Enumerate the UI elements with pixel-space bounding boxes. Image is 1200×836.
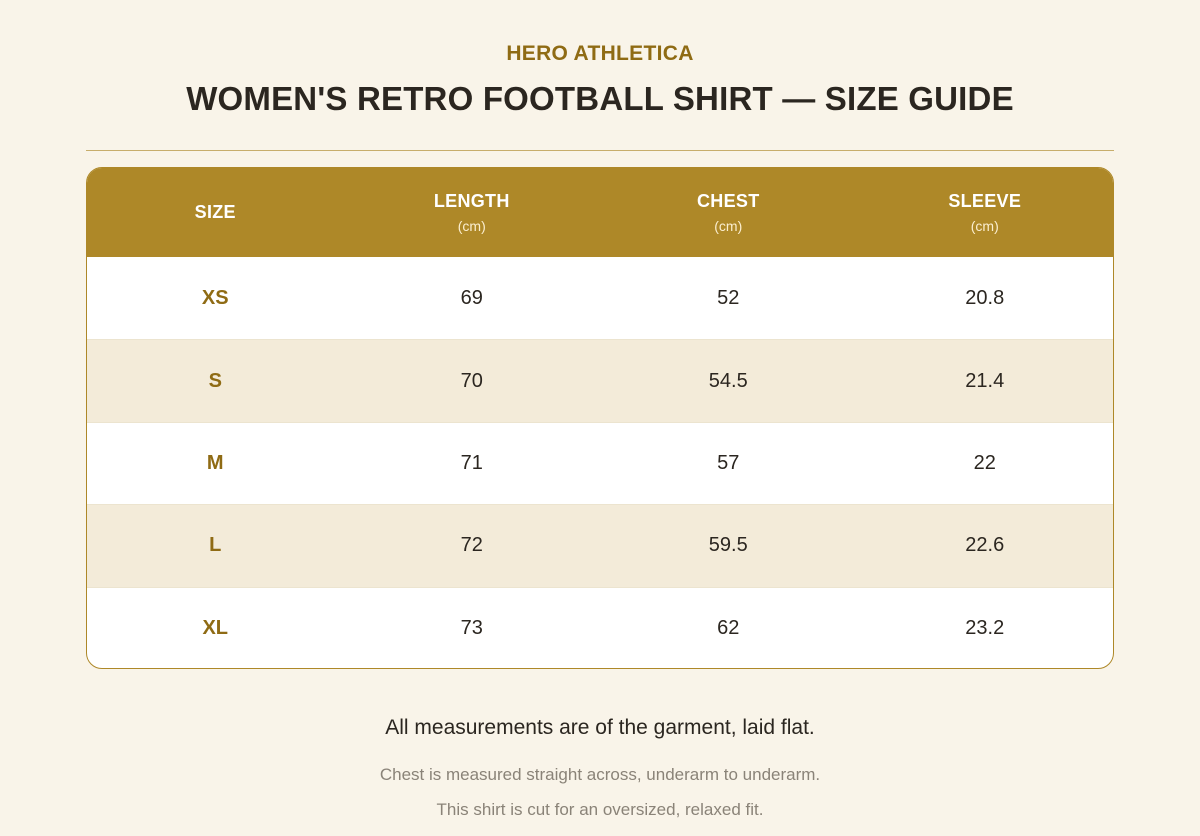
chest-note: Chest is measured straight across, under… (379, 765, 821, 784)
length-cell: 70 (460, 369, 483, 392)
column-header-chest: CHEST (cm) (600, 191, 857, 234)
column-header-size: SIZE (87, 202, 344, 223)
column-header-unit: (cm) (457, 218, 486, 234)
column-header-length: LENGTH (cm) (344, 191, 601, 234)
column-header-unit: (cm) (714, 218, 743, 234)
chest-cell: 59.5 (708, 534, 748, 557)
table-row: XS 69 52 20.8 (87, 257, 1113, 339)
size-cell: S (208, 369, 222, 392)
chest-cell: 62 (717, 616, 740, 639)
table-row: S 70 54.5 21.4 (87, 339, 1113, 422)
table-header: SIZE LENGTH (cm) CHEST (cm) SLEEVE (cm) (87, 168, 1113, 257)
size-cell: XS (201, 286, 229, 309)
chest-cell: 57 (717, 451, 740, 474)
brand-name: HERO ATHLETICA (506, 42, 694, 65)
chest-cell: 52 (717, 286, 740, 309)
length-cell: 69 (460, 286, 483, 309)
page-title: WOMEN'S RETRO FOOTBALL SHIRT — SIZE GUID… (186, 80, 1014, 117)
table-row: L 72 59.5 22.6 (87, 504, 1113, 587)
column-header-sleeve: SLEEVE (cm) (857, 191, 1114, 234)
length-cell: 71 (460, 451, 483, 474)
column-header-label: LENGTH (433, 191, 510, 211)
table-row: M 71 57 22 (87, 421, 1113, 504)
length-cell: 73 (460, 616, 483, 639)
column-header-label: SLEEVE (948, 191, 1022, 211)
sleeve-cell: 22.6 (965, 534, 1005, 557)
sleeve-cell: 22 (973, 451, 996, 474)
fit-note: This shirt is cut for an oversized, rela… (436, 800, 764, 819)
column-header-unit: (cm) (970, 218, 999, 234)
title-divider (86, 150, 1114, 151)
sleeve-cell: 23.2 (965, 616, 1005, 639)
measurement-note: All measurements are of the garment, lai… (385, 716, 815, 739)
table-row: XL 73 62 23.2 (87, 586, 1113, 668)
sleeve-cell: 21.4 (965, 369, 1005, 392)
size-cell: M (206, 451, 224, 474)
size-cell: L (209, 534, 222, 557)
size-guide-table: SIZE LENGTH (cm) CHEST (cm) SLEEVE (cm) … (86, 167, 1114, 669)
column-header-label: SIZE (194, 202, 236, 222)
length-cell: 72 (460, 534, 483, 557)
chest-cell: 54.5 (708, 369, 748, 392)
size-cell: XL (202, 616, 229, 639)
column-header-label: CHEST (696, 191, 760, 211)
sleeve-cell: 20.8 (965, 286, 1005, 309)
